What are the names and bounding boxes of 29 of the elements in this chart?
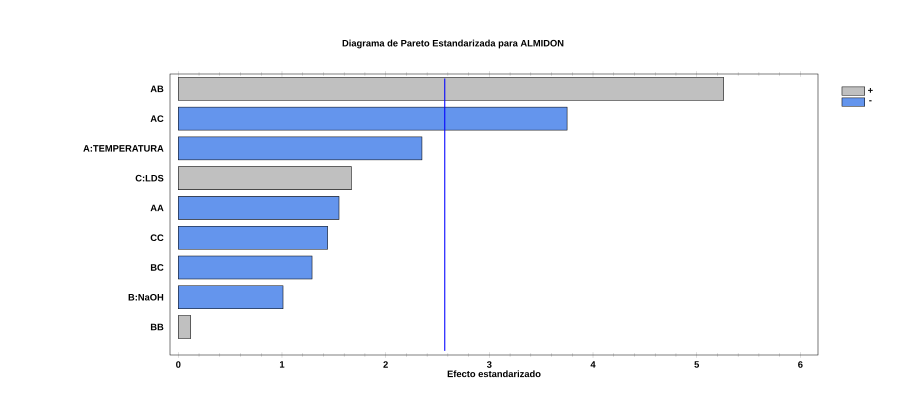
bar bbox=[178, 315, 192, 339]
y-tick-label: BB bbox=[150, 324, 164, 330]
bar bbox=[178, 77, 724, 101]
y-tick-label: B:NaOH bbox=[128, 294, 164, 301]
bar bbox=[178, 226, 328, 250]
y-tick-label: AB bbox=[150, 86, 164, 92]
bar bbox=[178, 285, 284, 310]
y-tick-label: A:TEMPERATURA bbox=[83, 145, 164, 152]
x-tick-label: 3 bbox=[486, 361, 492, 368]
legend-label: - bbox=[869, 100, 872, 102]
bar bbox=[178, 256, 312, 280]
legend-label: + bbox=[868, 88, 873, 93]
y-tick-label: AC bbox=[150, 115, 164, 122]
y-tick-label: CC bbox=[150, 234, 164, 242]
x-tick-label: 4 bbox=[590, 361, 596, 368]
x-tick-label: 6 bbox=[798, 361, 803, 368]
x-axis-title: Efecto estandarizado bbox=[448, 370, 541, 378]
x-tick-label: 5 bbox=[694, 361, 700, 368]
x-tick-label: 0 bbox=[176, 361, 181, 368]
bar bbox=[178, 166, 352, 190]
x-tick-label: 2 bbox=[383, 361, 388, 368]
y-tick-label: AA bbox=[150, 204, 164, 212]
y-tick-label: BC bbox=[150, 264, 164, 271]
bar bbox=[178, 136, 422, 160]
x-tick-label: 1 bbox=[280, 361, 284, 368]
chart-title: Diagrama de Pareto Estandarizada para ALMIDON bbox=[342, 40, 564, 48]
y-tick-label: C:LDS bbox=[136, 174, 164, 182]
bar bbox=[178, 106, 568, 130]
bar bbox=[178, 196, 340, 220]
